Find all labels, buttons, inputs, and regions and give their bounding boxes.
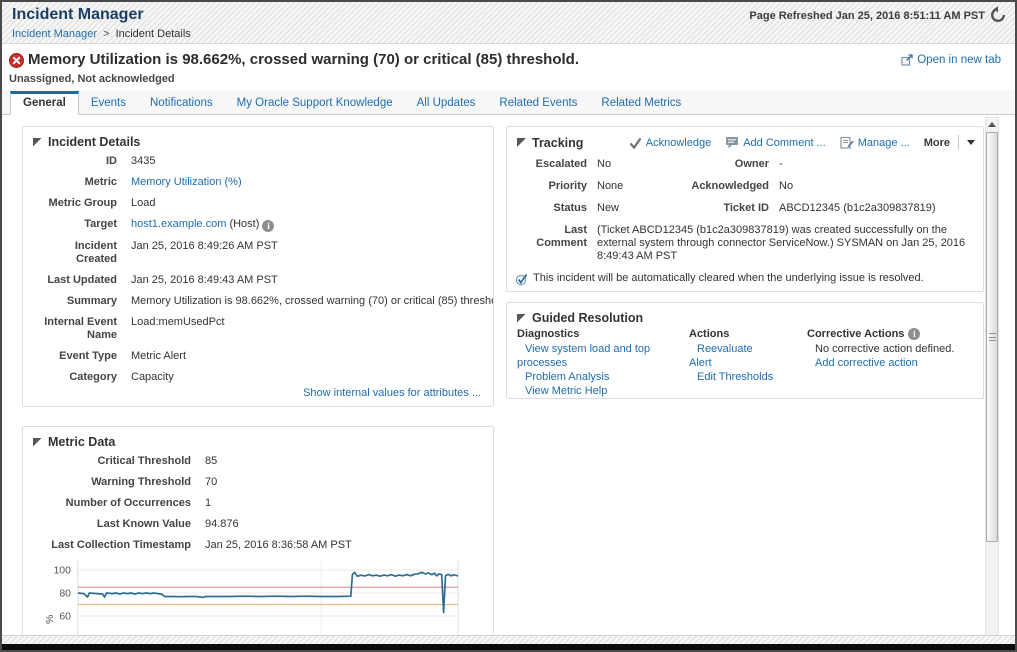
field-row-id: ID 3435 (106, 155, 156, 167)
view-system-load-link[interactable]: View system load and top processes (517, 343, 651, 369)
svg-text:100: 100 (53, 565, 71, 577)
tab-my-oracle-support-knowledge[interactable]: My Oracle Support Knowledge (236, 97, 393, 109)
edit-thresholds-link[interactable]: Edit Thresholds (697, 371, 774, 383)
speech-bubble-icon (726, 137, 739, 149)
svg-text:%: % (44, 615, 56, 624)
more-button[interactable]: More (923, 136, 950, 149)
metric-history-chart: 100 80 60% (23, 560, 493, 638)
tab-all-updates[interactable]: All Updates (416, 97, 476, 109)
corrective-actions-heading: Corrective Actions i (807, 327, 973, 341)
incident-status-line: Unassigned, Not acknowledged (9, 73, 175, 85)
corrective-actions-info-icon[interactable]: i (908, 328, 921, 340)
acknowledge-button[interactable]: Acknowledge (629, 137, 711, 149)
page-header: Incident Manager Incident Manager > Inci… (2, 2, 1015, 44)
critical-error-icon (9, 53, 24, 68)
add-corrective-action-link[interactable]: Add corrective action (815, 357, 918, 369)
panel-title: Tracking (532, 135, 584, 150)
open-in-new-tab-icon (901, 54, 913, 66)
incident-title: Memory Utilization is 98.662%, crossed w… (28, 51, 579, 68)
field-row-internal-event-name: Internal Event Name Load:memUsedPct (44, 316, 225, 341)
field-row-event-type: Event Type Metric Alert (59, 350, 187, 362)
corrective-actions-column: Corrective Actions i No corrective actio… (807, 327, 973, 398)
panel-title: Guided Resolution (532, 311, 644, 325)
general-tab-content: Incident Details ID 3435 Metric Memory U… (2, 115, 1015, 639)
view-metric-help-link[interactable]: View Metric Help (525, 385, 608, 397)
tracking-row-1: Escalated No Owner - (535, 158, 783, 170)
last-comment-text: (Ticket ABCD12345 (b1c2a309837819) was c… (597, 224, 966, 262)
tab-related-metrics[interactable]: Related Metrics (601, 97, 682, 109)
field-row-category: Category Capacity (69, 371, 174, 383)
scrollbar-grip-icon (989, 333, 996, 341)
field-row-incident-created: Incident Created Jan 25, 2016 8:49:26 AM… (74, 240, 278, 265)
vertical-scrollbar[interactable] (985, 117, 999, 647)
show-internal-values-link[interactable]: Show internal values for attributes ... (303, 387, 481, 399)
note-pencil-icon (840, 136, 854, 149)
field-row-critical-threshold: Critical Threshold 85 (97, 455, 218, 467)
breadcrumb: Incident Manager > Incident Details (12, 28, 191, 40)
target-link[interactable]: host1.example.com (131, 218, 227, 230)
toolbar-separator (958, 135, 959, 150)
problem-analysis-link[interactable]: Problem Analysis (525, 371, 610, 383)
page-title: Incident Manager (12, 6, 144, 23)
tab-notifications[interactable]: Notifications (150, 97, 213, 109)
panel-title: Metric Data (48, 435, 116, 449)
field-row-number-of-occurrences: Number of Occurrences 1 (65, 497, 212, 509)
breadcrumb-incident-manager[interactable]: Incident Manager (12, 28, 97, 40)
tab-general[interactable]: General (10, 91, 79, 115)
target-info-icon[interactable]: i (262, 220, 275, 232)
page-refreshed-timestamp: Page Refreshed Jan 25, 2016 8:51:11 AM P… (749, 10, 985, 22)
add-comment-button[interactable]: Add Comment ... (725, 136, 826, 149)
tab-events[interactable]: Events (90, 97, 126, 109)
field-row-summary: Summary Memory Utilization is 98.662%, c… (66, 295, 494, 307)
tab-bar: General Events Notifications My Oracle S… (2, 90, 1015, 115)
panel-title: Incident Details (48, 135, 141, 149)
collapse-triangle-icon[interactable] (517, 313, 526, 323)
window-bottom-bar (2, 644, 1015, 650)
tracking-row-3: Status New Ticket ID ABCD12345 (b1c2a309… (517, 202, 973, 215)
collapse-triangle-icon[interactable] (33, 137, 42, 147)
tracking-panel: Tracking Acknowledge (506, 126, 984, 292)
metric-link[interactable]: Memory Utilization (%) (131, 176, 242, 188)
refresh-icon[interactable] (989, 6, 1007, 24)
svg-text:80: 80 (59, 588, 71, 600)
more-dropdown-arrow-icon[interactable] (967, 140, 975, 145)
field-row-warning-threshold: Warning Threshold 70 (91, 476, 218, 488)
auto-clear-note: This incident will be automatically clea… (515, 272, 973, 286)
actions-heading: Actions (689, 328, 730, 340)
field-row-last-collection-timestamp: Last Collection Timestamp Jan 25, 2016 8… (51, 539, 352, 551)
checkmark-icon (629, 137, 642, 149)
field-row-target: Target host1.example.com (Host) i (33, 218, 483, 232)
field-row-metric-group: Metric Group Load (48, 197, 156, 209)
scrollbar-thumb[interactable] (986, 132, 998, 542)
no-corrective-action-text: No corrective action defined. (815, 343, 955, 355)
tracking-row-last-comment: Last Comment (Ticket ABCD12345 (b1c2a309… (517, 224, 973, 263)
reevaluate-alert-link[interactable]: Reevaluate Alert (689, 343, 753, 369)
incident-details-panel: Incident Details ID 3435 Metric Memory U… (22, 126, 494, 407)
breadcrumb-current: Incident Details (115, 28, 191, 40)
diagnostics-column: Diagnostics View system load and top pro… (517, 327, 689, 398)
tracking-row-2: Priority None Acknowledged No (548, 180, 794, 192)
ticket-id-link[interactable]: ABCD12345 (b1c2a309837819) (779, 202, 936, 214)
diagnostics-heading: Diagnostics (517, 328, 580, 340)
target-type: (Host) (229, 218, 260, 230)
field-row-metric: Metric Memory Utilization (%) (84, 176, 242, 188)
tab-related-events[interactable]: Related Events (499, 97, 578, 109)
window-bottom-strip (2, 635, 1015, 644)
svg-text:60: 60 (59, 611, 71, 623)
collapse-triangle-icon[interactable] (517, 138, 526, 147)
actions-column: Actions Reevaluate Alert Edit Thresholds (689, 327, 807, 398)
breadcrumb-separator: > (103, 28, 110, 40)
metric-data-panel: Metric Data Critical Threshold 85 Warnin… (22, 426, 494, 639)
field-row-last-updated: Last Updated Jan 25, 2016 8:49:43 AM PST (47, 274, 278, 286)
scrollbar-up-arrow[interactable] (986, 118, 998, 131)
incident-summary-banner: Memory Utilization is 98.662%, crossed w… (2, 45, 1015, 90)
circled-check-icon (515, 273, 528, 286)
manage-button[interactable]: Manage ... (840, 136, 910, 149)
collapse-triangle-icon[interactable] (33, 437, 42, 447)
open-in-new-tab-link[interactable]: Open in new tab (901, 54, 1001, 66)
guided-resolution-panel: Guided Resolution Diagnostics View syste… (506, 302, 984, 399)
field-row-last-known-value: Last Known Value 94.876 (96, 518, 239, 530)
